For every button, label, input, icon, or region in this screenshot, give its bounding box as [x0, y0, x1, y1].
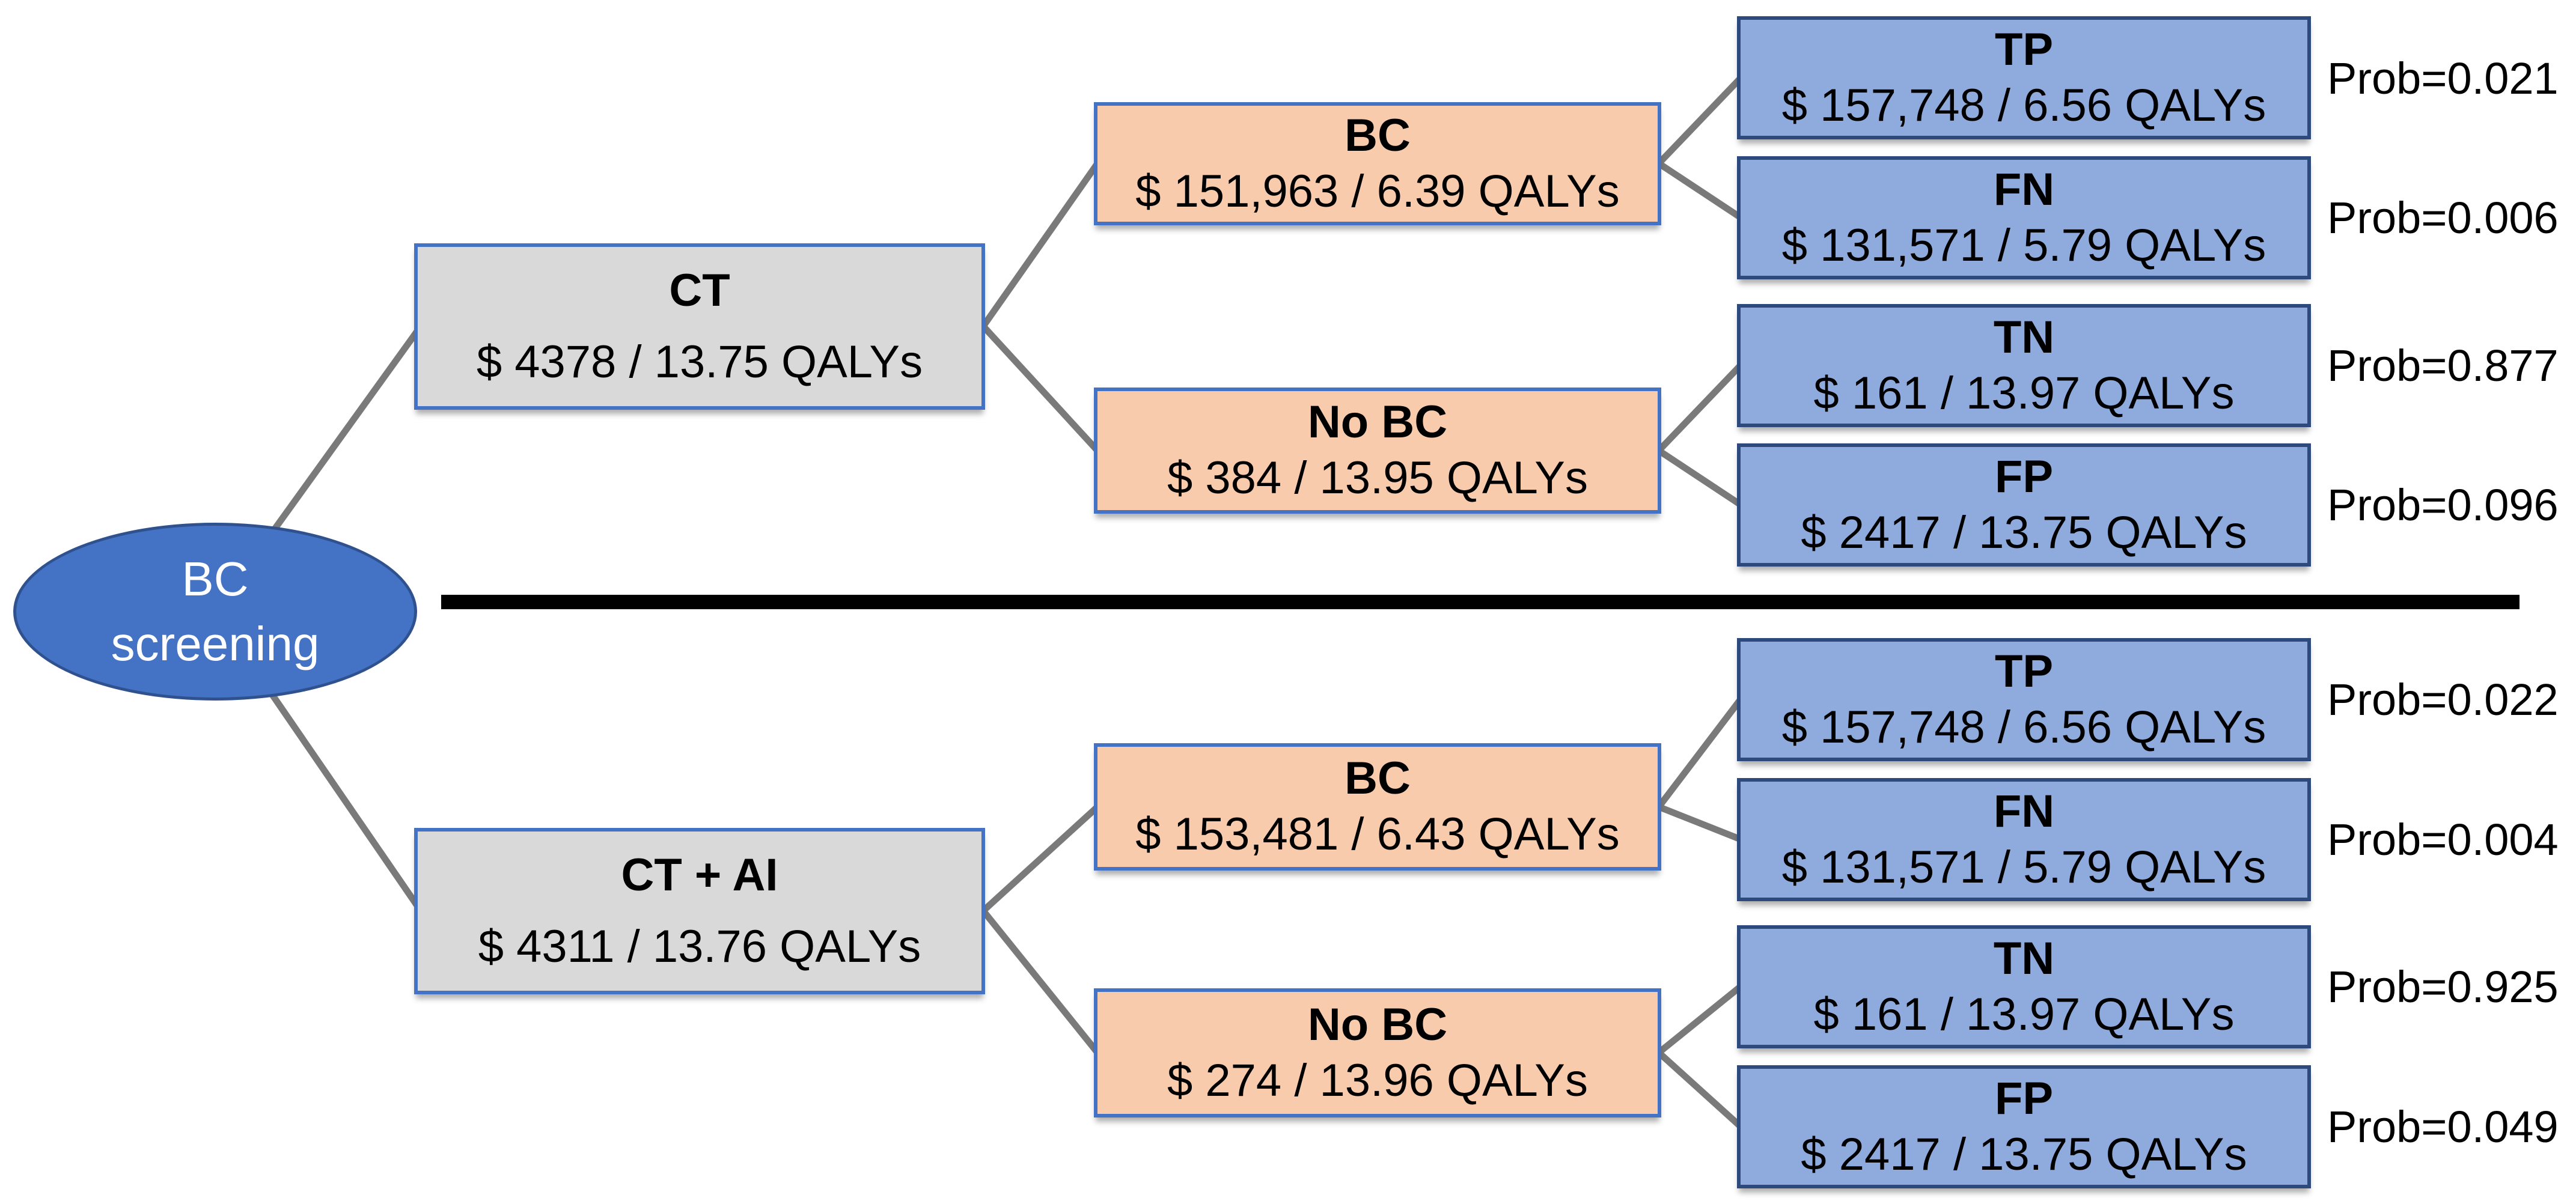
prob-label-ctai-tp: Prob=0.022: [2327, 674, 2559, 725]
outcome-node-ct-fp: FP $ 2417 / 13.75 QALYs: [1737, 443, 2311, 567]
event-node-ct-bc: BC $ 151,963 / 6.39 QALYs: [1094, 102, 1661, 225]
node-value: $ 384 / 13.95 QALYs: [1167, 452, 1588, 503]
connector-bc-tp: [1656, 76, 1743, 166]
prob-label-ctai-fp: Prob=0.049: [2327, 1101, 2559, 1152]
node-value: $ 4311 / 13.76 QALYs: [478, 920, 921, 972]
strategy-node-ct: CT $ 4378 / 13.75 QALYs: [414, 243, 985, 410]
node-value: $ 153,481 / 6.43 QALYs: [1135, 809, 1620, 860]
outcome-node-ct-tp: TP $ 157,748 / 6.56 QALYs: [1737, 16, 2311, 139]
outcome-node-ctai-fp: FP $ 2417 / 13.75 QALYs: [1737, 1065, 2311, 1188]
node-value: $ 4378 / 13.75 QALYs: [476, 336, 923, 388]
prob-label-ct-tn: Prob=0.877: [2327, 340, 2559, 391]
event-node-ctai-bc: BC $ 153,481 / 6.43 QALYs: [1094, 743, 1661, 871]
outcome-node-ctai-fn: FN $ 131,571 / 5.79 QALYs: [1737, 778, 2311, 901]
root-node-bc-screening: BC screening: [13, 523, 417, 701]
node-label: TN: [1993, 311, 2055, 363]
connector-bc2-tp: [1656, 697, 1744, 809]
connector-nobc2-fp: [1656, 1050, 1743, 1130]
node-value: $ 2417 / 13.75 QALYs: [1801, 506, 2247, 558]
node-value: $ 157,748 / 6.56 QALYs: [1781, 79, 2266, 131]
connector-ctai-nobc: [980, 908, 1100, 1055]
prob-label-ctai-tn: Prob=0.925: [2327, 961, 2559, 1012]
node-label: FP: [1994, 1072, 2054, 1124]
node-label: FP: [1994, 451, 2054, 502]
node-label: FN: [1993, 785, 2055, 837]
connector-ctai-bc: [981, 804, 1100, 914]
event-node-ctai-nobc: No BC $ 274 / 13.96 QALYs: [1094, 988, 1661, 1117]
event-node-ct-nobc: No BC $ 384 / 13.95 QALYs: [1094, 388, 1661, 514]
node-label: No BC: [1307, 999, 1448, 1050]
prob-label-ct-fn: Prob=0.006: [2327, 192, 2559, 243]
node-label: FN: [1993, 163, 2055, 215]
outcome-node-ctai-tn: TN $ 161 / 13.97 QALYs: [1737, 925, 2311, 1048]
node-label: CT: [669, 264, 730, 316]
node-value: $ 274 / 13.96 QALYs: [1167, 1054, 1588, 1106]
node-value: $ 151,963 / 6.39 QALYs: [1135, 165, 1620, 217]
outcome-node-ctai-tp: TP $ 157,748 / 6.56 QALYs: [1737, 638, 2311, 761]
node-label: BC: [1344, 109, 1411, 161]
node-label: TP: [1994, 645, 2054, 697]
outcome-node-ct-fn: FN $ 131,571 / 5.79 QALYs: [1737, 156, 2311, 279]
strategy-node-ct-ai: CT + AI $ 4311 / 13.76 QALYs: [414, 828, 985, 994]
connector-ct-nobc: [980, 324, 1100, 453]
node-value: $ 161 / 13.97 QALYs: [1813, 367, 2235, 419]
node-label: TP: [1994, 23, 2054, 75]
connector-ct-bc: [980, 161, 1100, 329]
prob-label-ct-fp: Prob=0.096: [2327, 479, 2559, 530]
node-label: No BC: [1307, 397, 1448, 448]
connector-nobc-tn: [1656, 363, 1743, 453]
node-label: BC: [1344, 753, 1411, 804]
outcome-node-ct-tn: TN $ 161 / 13.97 QALYs: [1737, 304, 2311, 427]
prob-label-ctai-fn: Prob=0.004: [2327, 814, 2559, 865]
root-node-label: BC screening: [111, 552, 320, 670]
node-label: TN: [1993, 932, 2055, 984]
connector-bc-fn: [1656, 160, 1743, 220]
node-value: $ 2417 / 13.75 QALYs: [1801, 1128, 2247, 1180]
node-label: CT + AI: [621, 849, 778, 901]
connector-bc2-fn: [1657, 803, 1742, 843]
node-value: $ 131,571 / 5.79 QALYs: [1781, 219, 2266, 271]
node-value: $ 131,571 / 5.79 QALYs: [1781, 841, 2266, 893]
node-value: $ 157,748 / 6.56 QALYs: [1781, 701, 2266, 753]
prob-label-ct-tp: Prob=0.021: [2327, 53, 2559, 103]
connector-nobc2-tn: [1656, 984, 1743, 1056]
connector-nobc-fp: [1656, 448, 1743, 508]
node-value: $ 161 / 13.97 QALYs: [1813, 988, 2235, 1040]
